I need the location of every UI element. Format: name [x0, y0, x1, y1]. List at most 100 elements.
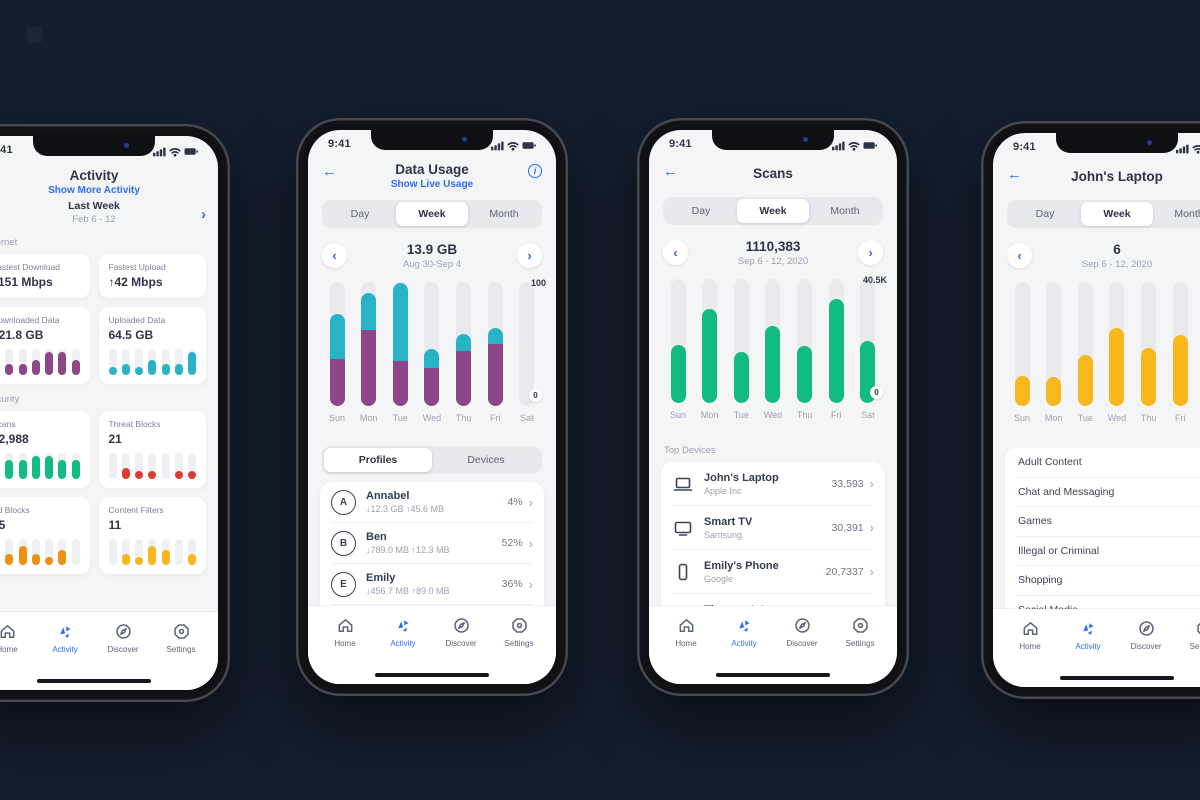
status-bar: 9:41	[649, 130, 897, 156]
tab-home[interactable]: Home	[322, 616, 368, 684]
bar-track	[424, 282, 440, 406]
tab-profiles[interactable]: Profiles	[324, 448, 432, 472]
category-row[interactable]: Chat and Messaging ›	[1016, 478, 1200, 507]
home-indicator[interactable]	[37, 678, 151, 683]
mini-bar	[174, 364, 183, 375]
tab-devices[interactable]: Devices	[467, 454, 505, 466]
device-row[interactable]: Smart TV Samsung 30,391 ›	[672, 506, 874, 550]
stat-card-scans[interactable]: Scans 12,988	[0, 411, 90, 488]
chevron-right-icon: ›	[869, 520, 874, 535]
tab-discover[interactable]: Discover	[1123, 619, 1169, 687]
mini-bar	[45, 352, 53, 375]
device-row[interactable]: John's Laptop Apple Inc 33,593 ›	[672, 462, 874, 506]
bar	[1046, 377, 1062, 406]
profile-row[interactable]: A Annabel ↓12.3 GB ↑45.6 MB 4% ›	[331, 482, 533, 523]
stat-card-fastest-upload[interactable]: Fastest Upload ↑42 Mbps	[98, 254, 206, 298]
home-indicator[interactable]	[375, 672, 489, 677]
period-nav: ‹ 1110,383 Sep 6 - 12, 2020 ›	[649, 225, 897, 271]
stat-card-threat-blocks[interactable]: Threat Blocks 21	[98, 411, 206, 488]
tab-home[interactable]: Home	[0, 622, 30, 690]
chart-column: Fri	[482, 282, 508, 434]
tab-activity[interactable]: Activity	[721, 616, 767, 684]
tab-week[interactable]: Week	[737, 199, 809, 223]
tab-label: Settings	[166, 645, 196, 654]
tab-month[interactable]: Month	[489, 208, 519, 220]
bar-segment-upload	[424, 348, 440, 368]
tab-week[interactable]: Week	[396, 202, 468, 226]
tab-home[interactable]: Home	[663, 616, 709, 684]
profile-row[interactable]: E Emily ↓456.7 MB ↑89.0 MB 36% ›	[331, 564, 533, 605]
tab-activity[interactable]: Activity	[380, 616, 426, 684]
back-arrow-icon[interactable]: ←	[663, 163, 678, 180]
tab-activity[interactable]: Activity	[42, 622, 88, 690]
bar	[1141, 347, 1157, 406]
tab-bar: Home Activity Discover Settings	[0, 612, 218, 690]
tab-discover[interactable]: Discover	[438, 616, 484, 684]
tab-day[interactable]: Day	[691, 205, 711, 217]
tab-home[interactable]: Home	[1007, 619, 1053, 687]
settings-icon	[510, 616, 529, 635]
stat-card-ad-blocks[interactable]: Ad Blocks 35	[0, 497, 90, 574]
usage-percent: 52%	[501, 537, 523, 549]
prev-period-button[interactable]: ‹	[663, 240, 688, 265]
bar-track	[361, 282, 377, 406]
tab-discover[interactable]: Discover	[100, 622, 146, 690]
tab-month[interactable]: Month	[1174, 208, 1200, 220]
mini-bar-track	[71, 539, 80, 565]
settings-icon	[1195, 619, 1200, 638]
category-row[interactable]: Illegal or Criminal ›	[1016, 537, 1200, 566]
tab-month[interactable]: Month	[830, 205, 860, 217]
period-nav: ‹ 13.9 GB Aug 30-Sep 4 ›	[308, 228, 556, 274]
info-icon[interactable]: i	[528, 164, 542, 178]
stat-card-uploaded-data[interactable]: Uploaded Data 64.5 GB	[98, 307, 206, 384]
bar-track	[329, 282, 345, 406]
status-icons	[832, 138, 877, 156]
profile-row[interactable]: B Ben ↓789.0 MB ↑12.3 MB 52% ›	[331, 523, 533, 564]
stat-card-downloaded-data[interactable]: Downloaded Data 121.8 GB	[0, 307, 90, 384]
tab-day[interactable]: Day	[1035, 208, 1055, 220]
bar-track	[519, 282, 535, 406]
tab-activity[interactable]: Activity	[1065, 619, 1111, 687]
tab-settings[interactable]: Settings	[837, 616, 883, 684]
bar	[765, 326, 781, 403]
stat-card-fastest-download[interactable]: Fastest Download ↓151 Mbps	[0, 254, 90, 298]
tab-label: Discover	[445, 639, 477, 648]
category-row[interactable]: Games ›	[1016, 507, 1200, 537]
chevron-right-icon[interactable]: ›	[201, 206, 206, 223]
prev-period-button[interactable]: ‹	[322, 243, 347, 268]
stat-card-content-filters[interactable]: Content Filters 11	[98, 497, 206, 574]
mini-bar	[18, 460, 27, 479]
mini-bar	[121, 468, 130, 479]
home-indicator[interactable]	[716, 672, 830, 677]
bar	[329, 314, 345, 406]
next-period-button[interactable]: ›	[858, 240, 883, 265]
back-arrow-icon[interactable]: ←	[322, 163, 337, 180]
status-icons	[491, 138, 536, 156]
device-count: 30,391	[831, 521, 864, 534]
tab-week[interactable]: Week	[1081, 202, 1153, 226]
x-tick-label: Fri	[490, 413, 501, 423]
category-row[interactable]: Adult Content ›	[1016, 448, 1200, 478]
tab-day[interactable]: Day	[350, 208, 370, 220]
device-row[interactable]: Emily's Phone Google 20,7337 ›	[672, 550, 874, 594]
back-arrow-icon[interactable]: ←	[1007, 166, 1022, 183]
bar-segment-download	[456, 351, 472, 406]
mini-bar-track	[18, 349, 27, 375]
show-more-activity-link[interactable]: Show More Activity	[48, 185, 140, 196]
x-tick-label: Thu	[455, 413, 472, 423]
tab-settings[interactable]: Settings	[158, 622, 204, 690]
prev-period-button[interactable]: ‹	[1007, 243, 1032, 268]
tab-settings[interactable]: Settings	[1181, 619, 1200, 687]
next-period-button[interactable]: ›	[516, 243, 542, 268]
home-indicator[interactable]	[1060, 675, 1174, 680]
bar-track	[797, 279, 813, 403]
chart-column: Mon	[697, 279, 723, 431]
mini-bar-track	[58, 453, 67, 479]
tab-settings[interactable]: Settings	[496, 616, 542, 684]
tab-discover[interactable]: Discover	[779, 616, 825, 684]
mini-bar-track	[188, 453, 196, 479]
show-live-usage-link[interactable]: Show Live Usage	[390, 179, 474, 190]
mini-bar-track	[18, 539, 27, 565]
category-row[interactable]: Shopping ›	[1016, 566, 1200, 596]
